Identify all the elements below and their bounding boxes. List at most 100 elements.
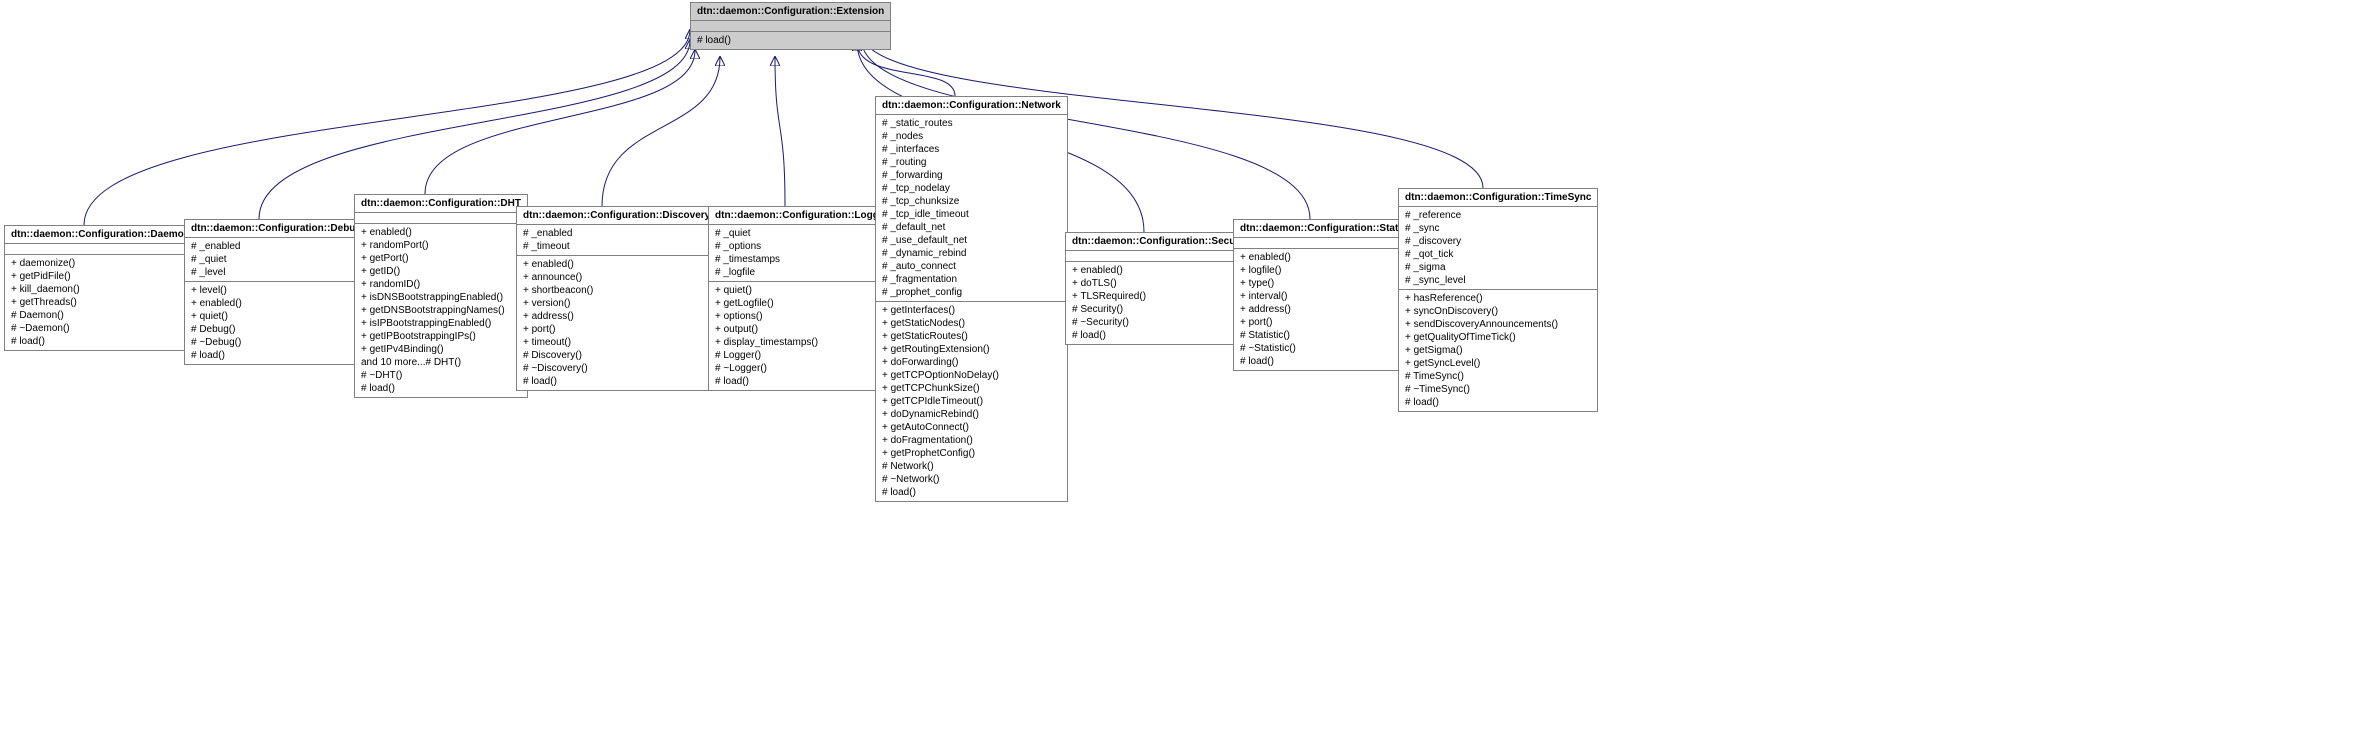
class-title: dtn::daemon::Configuration::Daemon — [5, 226, 196, 244]
method: # load() — [1072, 329, 1251, 342]
method: # Debug() — [191, 323, 362, 336]
method: + hasReference() — [1405, 292, 1591, 305]
class-node-security: dtn::daemon::Configuration::Security+ en… — [1065, 232, 1258, 345]
method: # ~Debug() — [191, 336, 362, 349]
class-methods: + getInterfaces()+ getStaticNodes() + get… — [876, 302, 1067, 501]
method: + version() — [523, 297, 710, 310]
inheritance-edge — [425, 50, 695, 194]
attribute: # _static_routes — [882, 117, 1061, 130]
attribute: # _reference — [1405, 209, 1591, 222]
method: + isDNSBootstrappingEnabled() — [361, 291, 521, 304]
method: + getInterfaces() — [882, 304, 1061, 317]
class-title: dtn::daemon::Configuration::Network — [876, 97, 1067, 115]
inheritance-edge — [775, 57, 785, 206]
method: + kill_daemon() — [11, 283, 190, 296]
method: + enabled() — [361, 226, 521, 239]
attribute: # _sync — [1405, 222, 1591, 235]
method: + address() — [1240, 303, 1418, 316]
attribute: # _fragmentation — [882, 273, 1061, 286]
attribute: # _enabled — [191, 240, 362, 253]
method: + getIPv4Binding() — [361, 343, 521, 356]
class-title: dtn::daemon::Configuration::Logger — [709, 207, 894, 225]
class-attributes: # _static_routes# _nodes# _interfaces# _… — [876, 115, 1067, 302]
method: + type() — [1240, 277, 1418, 290]
class-node-logger: dtn::daemon::Configuration::Logger# _qui… — [708, 206, 895, 391]
class-attributes: # _enabled# _timeout — [517, 225, 716, 256]
class-node-discovery: dtn::daemon::Configuration::Discovery# _… — [516, 206, 717, 391]
method: + announce() — [523, 271, 710, 284]
method: + getSigma() — [1405, 344, 1591, 357]
attribute: # _routing — [882, 156, 1061, 169]
method: + level() — [191, 284, 362, 297]
method: + sendDiscoveryAnnouncements() — [1405, 318, 1591, 331]
attribute: # _qot_tick — [1405, 248, 1591, 261]
method: # load() — [191, 349, 362, 362]
method: # ~Network() — [882, 473, 1061, 486]
method: + interval() — [1240, 290, 1418, 303]
class-title: dtn::daemon::Configuration::Debug — [185, 220, 368, 238]
method: + getRoutingExtension() — [882, 343, 1061, 356]
method: + logfile() — [1240, 264, 1418, 277]
class-node-debug: dtn::daemon::Configuration::Debug# _enab… — [184, 219, 369, 365]
inheritance-edge — [602, 57, 720, 206]
attribute: # _timestamps — [715, 253, 888, 266]
class-attributes — [355, 213, 527, 224]
attribute: # _use_default_net — [882, 234, 1061, 247]
method: + getThreads() — [11, 296, 190, 309]
class-attributes: # _quiet# _options# _timestamps# _logfil… — [709, 225, 894, 282]
method: # load() — [697, 34, 884, 47]
method: # load() — [1240, 355, 1418, 368]
attribute: # _nodes — [882, 130, 1061, 143]
attribute: # _enabled — [523, 227, 710, 240]
attribute: # _auto_connect — [882, 260, 1061, 273]
method: + shortbeacon() — [523, 284, 710, 297]
inheritance-edge — [857, 42, 955, 96]
class-methods: + level()+ enabled()+ quiet()# Debug()# … — [185, 282, 368, 364]
method: + output() — [715, 323, 888, 336]
method: + getProphetConfig() — [882, 447, 1061, 460]
attribute: # _dynamic_rebind — [882, 247, 1061, 260]
method: + isIPBootstrappingEnabled() — [361, 317, 521, 330]
class-attributes — [1066, 251, 1257, 262]
method: # load() — [11, 335, 190, 348]
method: # ~TimeSync() — [1405, 383, 1591, 396]
class-methods: + enabled()+ announce()+ shortbeacon()+ … — [517, 256, 716, 390]
method: + quiet() — [715, 284, 888, 297]
method: + randomPort() — [361, 239, 521, 252]
class-methods: # load() — [691, 32, 890, 49]
method: + getDNSBootstrappingNames() — [361, 304, 521, 317]
class-methods: + enabled()+ logfile()+ type()+ interval… — [1234, 249, 1424, 370]
attribute: # _interfaces — [882, 143, 1061, 156]
attribute: # _default_net — [882, 221, 1061, 234]
class-title: dtn::daemon::Configuration::Statistic — [1234, 220, 1424, 238]
class-attributes: # _reference# _sync# _discovery# _qot_ti… — [1399, 207, 1597, 290]
method: # load() — [361, 382, 521, 395]
method: # ~Discovery() — [523, 362, 710, 375]
class-methods: + enabled()+ randomPort()+ getPort()+ ge… — [355, 224, 527, 397]
method: # Daemon() — [11, 309, 190, 322]
method: + daemonize() — [11, 257, 190, 270]
method: # ~Daemon() — [11, 322, 190, 335]
class-node-dht: dtn::daemon::Configuration::DHT+ enabled… — [354, 194, 528, 398]
class-methods: + daemonize()+ getPidFile()+ kill_daemon… — [5, 255, 196, 350]
class-title: dtn::daemon::Configuration::Discovery — [517, 207, 716, 225]
method: + getTCPIdleTimeout() — [882, 395, 1061, 408]
method: + getLogfile() — [715, 297, 888, 310]
method: + doFragmentation() — [882, 434, 1061, 447]
method: + getAutoConnect() — [882, 421, 1061, 434]
method: # TimeSync() — [1405, 370, 1591, 383]
method: # Discovery() — [523, 349, 710, 362]
method: + getStaticNodes() — [882, 317, 1061, 330]
method: + getTCPChunkSize() — [882, 382, 1061, 395]
attribute: # _discovery — [1405, 235, 1591, 248]
method: # Security() — [1072, 303, 1251, 316]
attribute: # _prophet_config — [882, 286, 1061, 299]
attribute: # _logfile — [715, 266, 888, 279]
method: # ~Security() — [1072, 316, 1251, 329]
class-title: dtn::daemon::Configuration::DHT — [355, 195, 527, 213]
method: + enabled() — [1072, 264, 1251, 277]
class-attributes — [1234, 238, 1424, 249]
class-methods: + enabled()+ doTLS()+ TLSRequired()# Sec… — [1066, 262, 1257, 344]
method: # load() — [1405, 396, 1591, 409]
method: + doDynamicRebind() — [882, 408, 1061, 421]
